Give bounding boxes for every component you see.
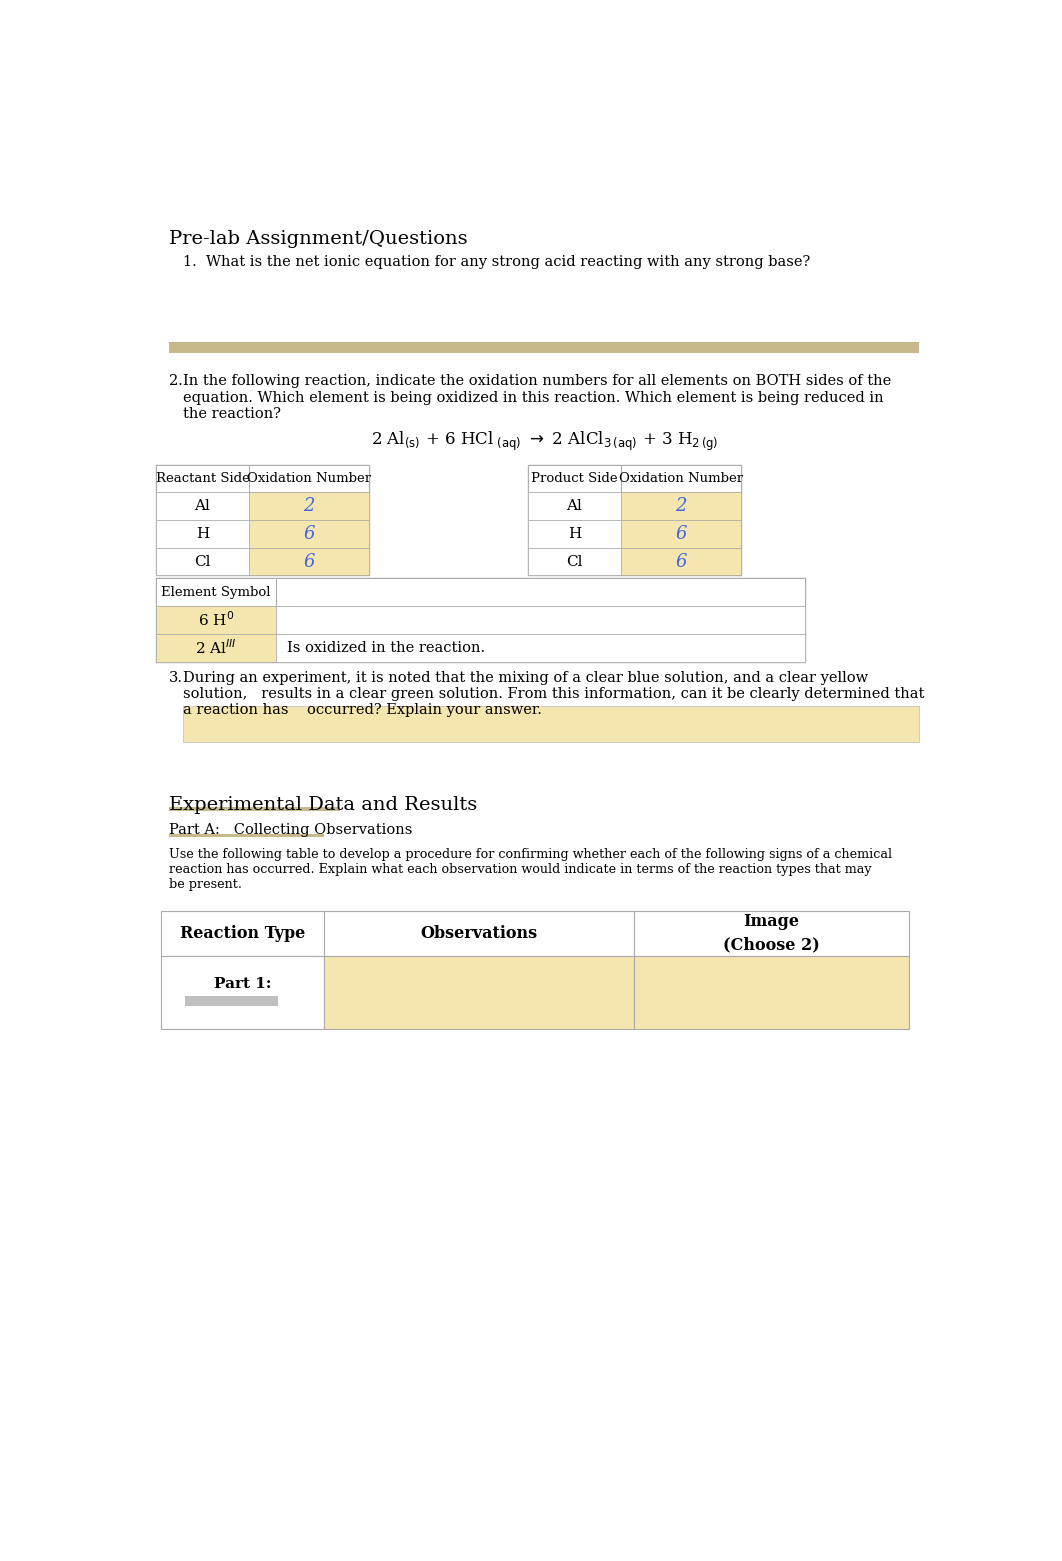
Text: Use the following table to develop a procedure for confirming whether each of th: Use the following table to develop a pro… bbox=[169, 848, 892, 891]
Text: During an experiment, it is noted that the mixing of a clear blue solution, and : During an experiment, it is noted that t… bbox=[183, 671, 925, 718]
Text: 6: 6 bbox=[304, 524, 314, 543]
Text: 6: 6 bbox=[675, 553, 687, 570]
Bar bbox=[621, 520, 741, 548]
Text: 2: 2 bbox=[675, 496, 687, 515]
Bar bbox=[528, 465, 741, 576]
Bar bbox=[276, 579, 805, 606]
Bar bbox=[156, 492, 249, 520]
Text: 2 Al$^{III}$: 2 Al$^{III}$ bbox=[195, 638, 237, 657]
Bar bbox=[528, 548, 621, 576]
Text: Reactant Side: Reactant Side bbox=[155, 471, 250, 485]
Bar bbox=[156, 465, 249, 492]
Bar bbox=[324, 955, 634, 1029]
Bar bbox=[634, 912, 909, 955]
Bar bbox=[276, 606, 805, 634]
Bar bbox=[169, 807, 340, 812]
Text: Reaction Type: Reaction Type bbox=[181, 926, 306, 941]
Text: 6: 6 bbox=[675, 524, 687, 543]
Bar bbox=[169, 342, 920, 353]
Text: Is oxidized in the reaction.: Is oxidized in the reaction. bbox=[287, 640, 485, 654]
Bar bbox=[185, 996, 277, 1005]
Bar bbox=[528, 492, 621, 520]
Text: Part 1:: Part 1: bbox=[215, 977, 272, 991]
Bar bbox=[156, 548, 249, 576]
Bar bbox=[183, 706, 920, 741]
Bar bbox=[528, 520, 621, 548]
Text: 3.: 3. bbox=[169, 671, 183, 685]
Bar bbox=[249, 548, 370, 576]
Text: 6 H$^0$: 6 H$^0$ bbox=[198, 610, 234, 629]
Text: Experimental Data and Results: Experimental Data and Results bbox=[169, 796, 478, 813]
Text: H: H bbox=[568, 526, 581, 540]
Bar bbox=[621, 548, 741, 576]
Bar bbox=[156, 465, 370, 576]
Text: 2 Al$_{\mathsf{(s)}}$ + 6 HCl$_{\mathsf{\ (aq)}}$ $\rightarrow$ 2 AlCl$_{\mathsf: 2 Al$_{\mathsf{(s)}}$ + 6 HCl$_{\mathsf{… bbox=[371, 429, 718, 453]
Bar bbox=[156, 634, 276, 662]
Bar bbox=[249, 492, 370, 520]
Bar bbox=[528, 465, 621, 492]
Text: Oxidation Number: Oxidation Number bbox=[247, 471, 371, 485]
Bar bbox=[156, 579, 805, 662]
Text: Cl: Cl bbox=[566, 554, 583, 568]
Text: Product Side: Product Side bbox=[531, 471, 618, 485]
Text: Oxidation Number: Oxidation Number bbox=[619, 471, 743, 485]
Bar bbox=[249, 520, 370, 548]
Text: 6: 6 bbox=[304, 553, 314, 570]
Bar bbox=[324, 912, 634, 955]
Text: Image
(Choose 2): Image (Choose 2) bbox=[723, 913, 820, 954]
Bar bbox=[621, 465, 741, 492]
Bar bbox=[621, 492, 741, 520]
Bar bbox=[634, 955, 909, 1029]
Bar bbox=[156, 606, 276, 634]
Text: Element Symbol: Element Symbol bbox=[161, 585, 271, 599]
Text: In the following reaction, indicate the oxidation numbers for all elements on BO: In the following reaction, indicate the … bbox=[183, 375, 891, 421]
Text: Cl: Cl bbox=[194, 554, 210, 568]
Text: Part A:   Collecting Observations: Part A: Collecting Observations bbox=[169, 823, 412, 837]
Text: Observations: Observations bbox=[421, 926, 537, 941]
Bar bbox=[161, 912, 324, 955]
Text: Al: Al bbox=[194, 500, 210, 514]
Bar bbox=[161, 955, 324, 1029]
Bar bbox=[249, 465, 370, 492]
Text: 2.: 2. bbox=[169, 375, 183, 389]
Bar bbox=[169, 834, 324, 837]
Bar bbox=[156, 520, 249, 548]
Text: 2: 2 bbox=[304, 496, 314, 515]
Bar bbox=[156, 579, 276, 606]
Text: H: H bbox=[195, 526, 209, 540]
Text: Al: Al bbox=[566, 500, 582, 514]
Text: Pre-lab Assignment/Questions: Pre-lab Assignment/Questions bbox=[169, 229, 467, 248]
Text: 1.  What is the net ionic equation for any strong acid reacting with any strong : 1. What is the net ionic equation for an… bbox=[183, 254, 810, 268]
Bar bbox=[276, 634, 805, 662]
